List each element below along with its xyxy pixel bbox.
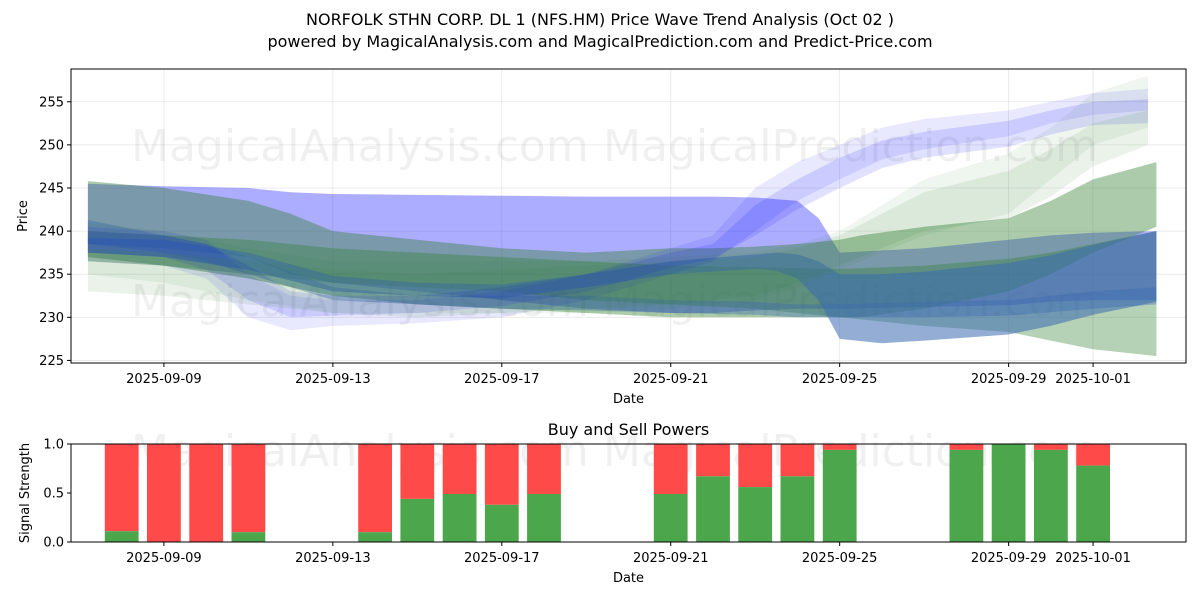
x-tick-label: 2025-10-01 — [1055, 372, 1131, 387]
sell-power-bar — [400, 444, 435, 499]
buy-power-bar — [484, 504, 519, 542]
y-tick-label: 0.5 — [43, 487, 64, 502]
sell-power-bar — [780, 444, 815, 477]
buy-power-bar — [527, 494, 561, 542]
watermark-text: MagicalAnalysis.com — [131, 121, 589, 172]
buy-power-bar — [949, 449, 984, 542]
sell-power-bar — [822, 444, 857, 450]
sell-power-bar — [949, 444, 984, 450]
price-wave-band-8 — [87, 75, 1148, 314]
x-tick-label: 2025-09-29 — [971, 372, 1047, 387]
buy-power-bar — [231, 532, 266, 542]
sell-power-bar — [358, 444, 392, 533]
buy-power-bar — [991, 444, 1026, 542]
x-tick-label: 2025-09-21 — [633, 551, 709, 566]
y-axis-label: Price — [16, 200, 31, 232]
buy-power-bar — [358, 532, 392, 542]
x-tick-label: 2025-09-25 — [802, 551, 878, 566]
sell-power-bar — [1076, 444, 1110, 466]
y-tick-label: 230 — [39, 311, 64, 326]
x-axis-label: Date — [613, 392, 644, 407]
x-tick-label: 2025-09-09 — [126, 372, 202, 387]
sell-power-bar — [696, 444, 730, 477]
buy-power-bar — [104, 531, 139, 542]
sell-power-bar — [484, 444, 519, 505]
sell-power-bar — [653, 444, 688, 494]
watermark-text: MagicalPrediction.com — [603, 121, 1098, 172]
y-axis-label: Signal Strength — [18, 443, 33, 543]
chart-title: NORFOLK STHN CORP. DL 1 (NFS.HM) Price W… — [306, 10, 894, 29]
x-tick-label: 2025-09-09 — [126, 551, 202, 566]
buy-power-bar — [400, 498, 435, 542]
sell-power-bar — [104, 444, 139, 532]
price-wave-band-4 — [87, 231, 1157, 344]
x-tick-label: 2025-09-21 — [633, 372, 709, 387]
x-tick-label: 2025-10-01 — [1055, 551, 1131, 566]
price-wave-band-3 — [87, 231, 1157, 357]
price-wave-band-9 — [87, 110, 1148, 318]
x-tick-label: 2025-09-17 — [464, 551, 540, 566]
price-wave-band-7 — [87, 99, 1148, 318]
buy-power-bar — [822, 449, 857, 542]
buy-power-bar — [442, 494, 477, 542]
buy-power-bar — [696, 476, 730, 542]
buy-power-bar — [780, 476, 815, 542]
plot-frame — [70, 68, 1187, 364]
buy-power-bar — [1076, 465, 1110, 542]
sell-power-bar — [527, 444, 561, 494]
y-tick-label: 225 — [39, 354, 64, 369]
sell-power-bar — [738, 444, 773, 488]
x-tick-label: 2025-09-17 — [464, 372, 540, 387]
chart-subtitle: powered by MagicalAnalysis.com and Magic… — [267, 32, 933, 51]
sell-power-bar — [442, 444, 477, 494]
buy-power-bar — [653, 494, 688, 542]
y-tick-label: 250 — [39, 138, 64, 153]
y-tick-label: 255 — [39, 95, 64, 110]
y-tick-label: 240 — [39, 225, 64, 240]
y-tick-label: 245 — [39, 181, 64, 196]
buy-sell-plot: Buy and Sell PowersMagicalAnalysis.comMa… — [18, 420, 1187, 586]
x-tick-label: 2025-09-13 — [295, 551, 371, 566]
buy-power-bar — [1034, 449, 1068, 542]
y-tick-label: 235 — [39, 268, 64, 283]
y-tick-label: 1.0 — [43, 438, 64, 453]
buy-power-bar — [738, 487, 773, 542]
sell-power-bar — [189, 444, 224, 542]
y-tick-label: 0.0 — [43, 536, 64, 551]
sell-power-bar — [231, 444, 266, 533]
x-tick-label: 2025-09-25 — [802, 372, 878, 387]
x-tick-label: 2025-09-29 — [971, 551, 1047, 566]
x-tick-label: 2025-09-13 — [295, 372, 371, 387]
price-wave-band-6 — [87, 88, 1148, 331]
sell-power-bar — [1034, 444, 1068, 450]
x-axis-label: Date — [613, 571, 644, 586]
price-wave-plot: MagicalAnalysis.com MagicalPrediction.com… — [16, 68, 1187, 407]
bottom-chart-title: Buy and Sell Powers — [548, 420, 710, 439]
price-wave-band-5 — [87, 219, 1157, 318]
sell-power-bar — [147, 444, 181, 542]
